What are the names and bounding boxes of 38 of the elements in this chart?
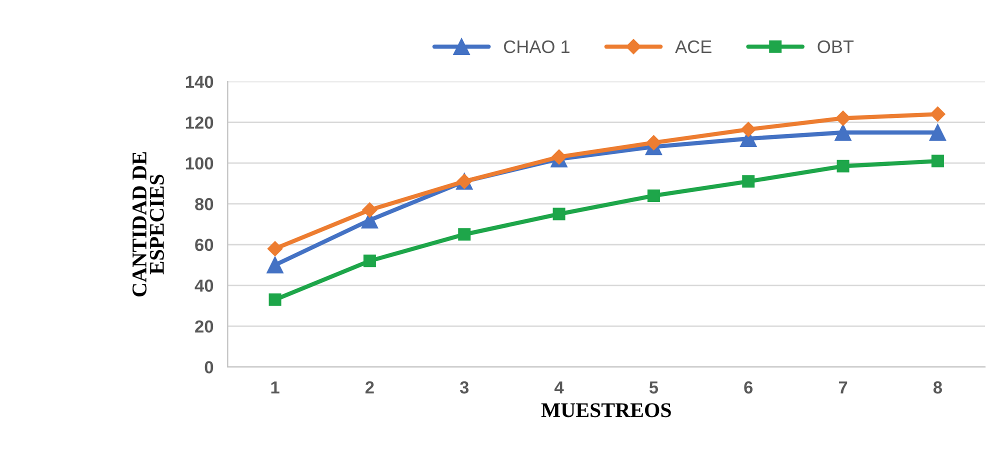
x-tick-label: 6 — [744, 381, 753, 394]
point — [742, 175, 755, 188]
x-axis-title: MUESTREOS — [541, 403, 671, 418]
y-tick-label: 40 — [194, 280, 214, 292]
y-tick-label: 0 — [204, 361, 214, 374]
point — [268, 293, 282, 306]
x-tick-label: 3 — [460, 381, 469, 394]
point — [363, 254, 376, 268]
legend-label: OBT — [818, 40, 854, 54]
point — [267, 241, 283, 256]
y-tick-label: 20 — [195, 320, 214, 333]
point — [646, 135, 662, 150]
point — [647, 189, 660, 202]
point — [458, 228, 471, 241]
x-tick-label: 5 — [649, 381, 658, 394]
legend-label: CHAO 1 — [504, 40, 570, 54]
point — [931, 154, 944, 168]
y-axis-title: CANTIDAD DE ESPECIES — [132, 152, 164, 296]
point — [929, 124, 946, 141]
point — [836, 160, 850, 172]
y-tick-label: 140 — [186, 76, 214, 88]
x-tick-label: 2 — [365, 381, 374, 394]
x-tick-label: 4 — [554, 381, 564, 394]
point — [834, 124, 852, 141]
y-tick-label: 120 — [186, 116, 214, 129]
x-tick-label: 7 — [838, 381, 848, 394]
point — [740, 122, 756, 138]
point — [266, 256, 284, 274]
legend-label: ACE — [675, 40, 712, 54]
y-tick-label: 100 — [186, 157, 214, 170]
point — [930, 106, 946, 122]
point — [552, 208, 566, 220]
y-tick-label: 80 — [195, 198, 214, 210]
point — [835, 110, 851, 126]
x-tick-label: 1 — [271, 381, 280, 394]
x-tick-label: 8 — [933, 381, 942, 394]
y-tick-label: 60 — [195, 238, 214, 252]
point — [362, 202, 378, 218]
